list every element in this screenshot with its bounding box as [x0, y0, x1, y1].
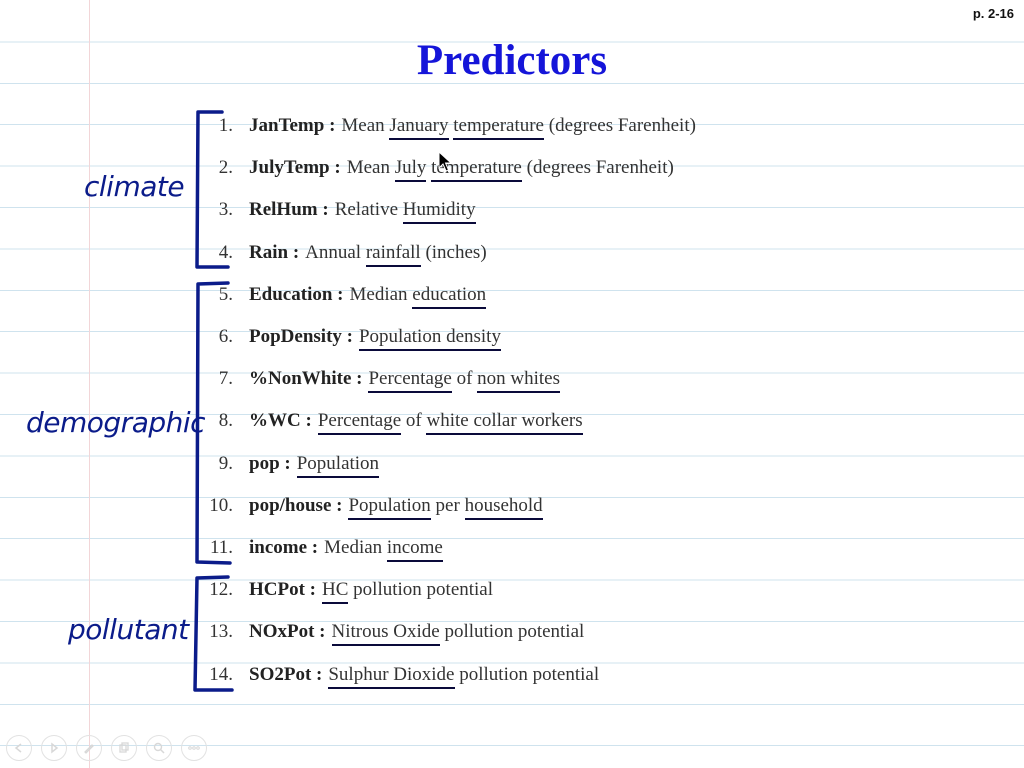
list-item: 2. JulyTemp : Mean July temperature (degre… — [200, 157, 674, 183]
item-variable-name: %WC : — [249, 410, 312, 432]
underlined-text: July — [394, 157, 427, 183]
list-item: 14. SO2Pot : Sulphur Dioxide pollution pot… — [200, 664, 599, 690]
annotation-demographic: demographic — [26, 406, 206, 439]
item-number: 13. — [209, 621, 233, 643]
underlined-text: white collar workers — [426, 410, 583, 436]
description-text: per — [430, 494, 465, 516]
item-number: 8. — [218, 410, 233, 432]
list-item: 7. %NonWhite : Percentage of non whites — [200, 368, 561, 394]
list-item: 1. JanTemp : Mean January temperature (deg… — [200, 115, 696, 141]
play-icon[interactable] — [41, 735, 67, 761]
list-item: 4. Rain : Annual rainfall (inches) — [200, 242, 487, 268]
description-text: (degrees Farenheit) — [544, 115, 696, 136]
item-variable-name: pop/house : — [249, 494, 343, 516]
item-variable-name: HCPot : — [249, 579, 317, 601]
item-variable-name: Education : — [249, 283, 344, 305]
item-number: 12. — [209, 579, 233, 601]
underlined-text: Population — [296, 453, 380, 478]
description-text: Mean — [346, 157, 395, 179]
item-number: 11. — [209, 537, 233, 558]
copy-icon[interactable] — [111, 735, 137, 761]
underlined-text: temperature — [431, 157, 522, 183]
item-variable-name: RelHum : — [249, 199, 329, 221]
page-title: Predictors — [416, 37, 608, 84]
page-number: p. 2-16 — [972, 6, 1014, 21]
back-icon[interactable] — [6, 735, 32, 761]
description-text: of — [451, 368, 478, 390]
underlined-text: Population density — [358, 326, 501, 351]
underlined-text: non whites — [477, 368, 561, 394]
item-variable-name: SO2Pot : — [249, 663, 323, 685]
description-text: pollution potential — [439, 621, 585, 643]
item-number: 2. — [218, 157, 233, 179]
underlined-text: Humidity — [402, 199, 476, 225]
item-variable-name: NOxPot : — [249, 621, 326, 643]
more-icon[interactable] — [181, 735, 207, 761]
underlined-text: HC — [322, 579, 349, 605]
description-text: Median — [324, 537, 387, 558]
annotation-pollutant: pollutant — [68, 613, 189, 646]
list-item: 5. Education : Median education — [200, 283, 487, 310]
item-variable-name: JulyTemp : — [249, 157, 341, 179]
mouse-cursor-icon — [438, 151, 452, 172]
description-text: of — [401, 410, 427, 432]
underlined-text: household — [464, 495, 543, 520]
item-variable-name: pop : — [249, 452, 291, 474]
item-number: 4. — [218, 241, 233, 263]
description-text: (degrees Farenheit) — [521, 157, 674, 179]
item-number: 7. — [218, 368, 233, 390]
item-number: 9. — [218, 452, 233, 474]
item-variable-name: %NonWhite : — [249, 368, 363, 390]
presentation-toolbar — [6, 735, 207, 761]
list-item: 11. income : Median income — [200, 537, 443, 563]
item-variable-name: PopDensity : — [249, 326, 353, 347]
underlined-text: income — [386, 537, 443, 562]
description-text: (inches) — [420, 241, 487, 263]
item-number: 5. — [218, 283, 233, 305]
bracket-climate — [195, 110, 230, 269]
description-text: pollution potential — [454, 663, 600, 685]
underlined-text: Nitrous Oxide — [331, 621, 440, 647]
underlined-text: rainfall — [365, 242, 421, 267]
item-variable-name: income : — [249, 537, 319, 558]
item-number: 14. — [209, 663, 233, 685]
underlined-text: Population — [348, 495, 431, 520]
underlined-text: Percentage — [317, 410, 402, 436]
description-text: Annual — [305, 241, 366, 263]
list-item: 6. PopDensity : Population density — [200, 326, 501, 352]
list-item: 12. HCPot : HC pollution potential — [200, 579, 493, 605]
list-item: 3. RelHum : Relative Humidity — [200, 199, 476, 225]
item-number: 3. — [218, 199, 233, 221]
annotation-climate: climate — [84, 170, 185, 203]
underlined-text: Sulphur Dioxide — [328, 664, 455, 689]
item-number: 10. — [209, 494, 233, 516]
pen-icon[interactable] — [76, 735, 102, 761]
list-item: 9. pop : Population — [200, 452, 380, 479]
description-text: Mean — [341, 115, 390, 136]
item-variable-name: JanTemp : — [249, 115, 336, 136]
underlined-text: temperature — [453, 115, 544, 140]
zoom-icon[interactable] — [146, 735, 172, 761]
description-text: Relative — [334, 199, 403, 221]
list-item: 13. NOxPot : Nitrous Oxide pollution poten… — [200, 621, 584, 647]
description-text: pollution potential — [348, 579, 494, 601]
underlined-text: education — [412, 284, 487, 309]
margin-line — [89, 0, 90, 768]
item-number: 1. — [218, 115, 233, 136]
list-item: 8. %WC : Percentage of white collar worker… — [200, 410, 583, 436]
underlined-text: January — [389, 115, 449, 140]
description-text: Median — [349, 283, 413, 305]
bracket-pollutant — [193, 575, 234, 692]
bracket-demographic — [195, 281, 232, 565]
item-variable-name: Rain : — [249, 241, 300, 263]
list-item: 10. pop/house : Population per household — [200, 495, 543, 521]
item-number: 6. — [218, 326, 233, 347]
underlined-text: Percentage — [368, 368, 452, 394]
